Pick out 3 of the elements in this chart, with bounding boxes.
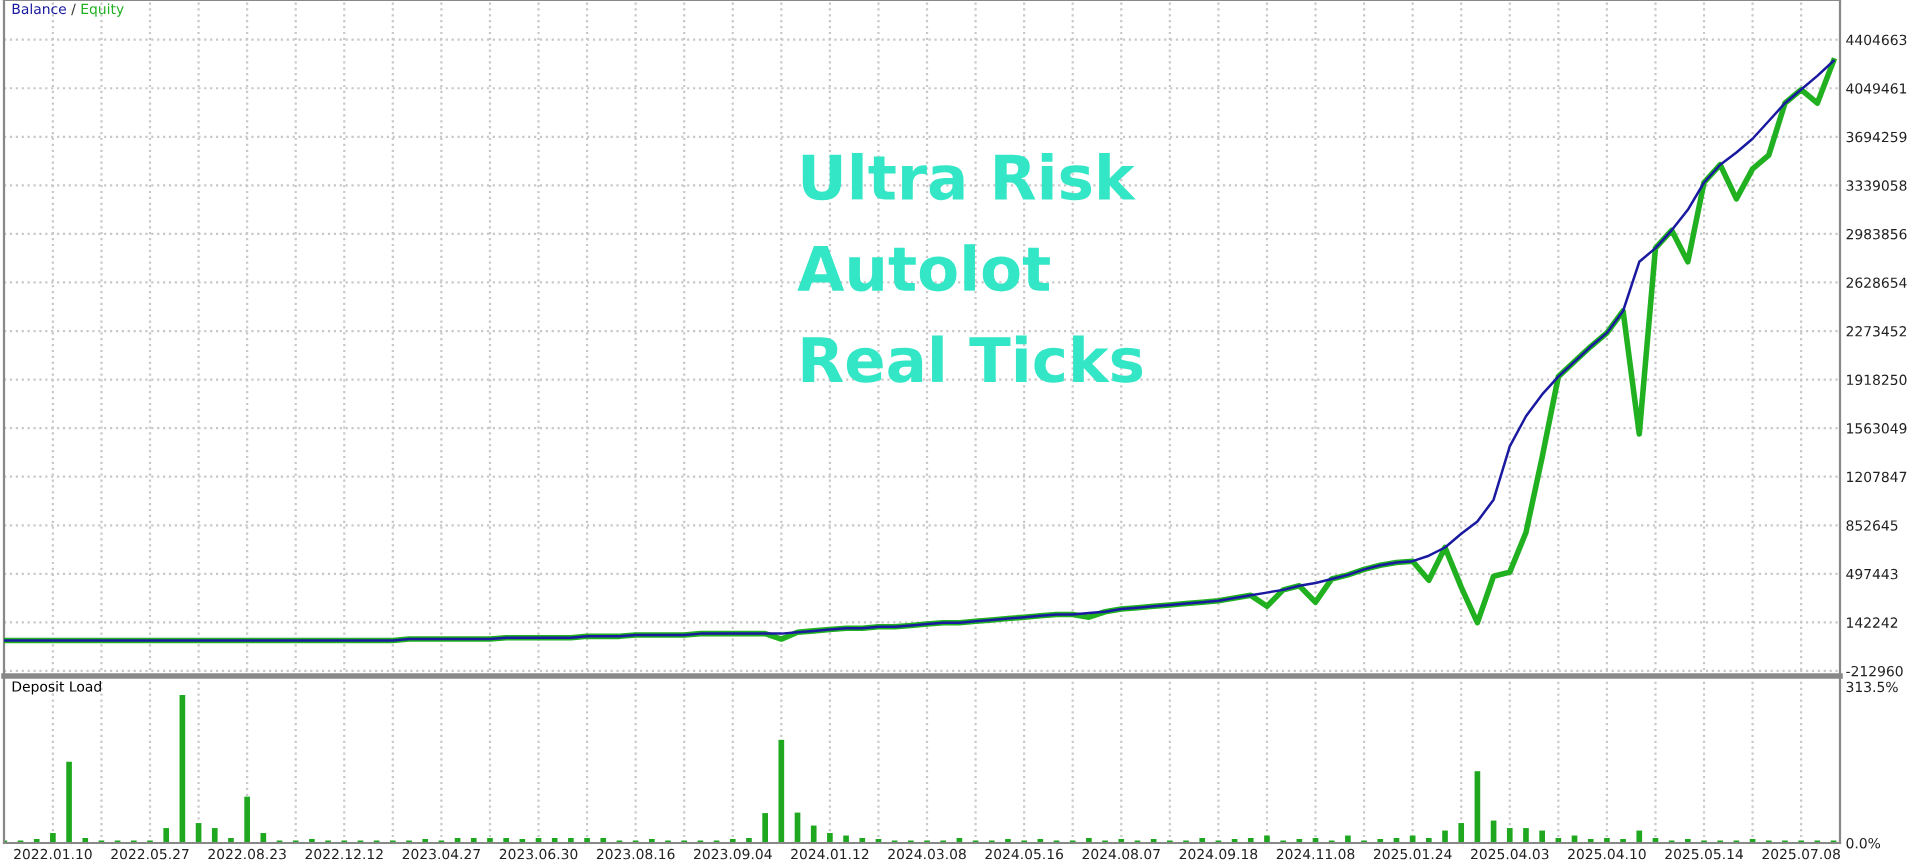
annotation: Ultra Risk (802, 152, 1136, 201)
annotation: Autolot (797, 244, 1050, 292)
annotation: Real Ticks (802, 335, 1143, 383)
